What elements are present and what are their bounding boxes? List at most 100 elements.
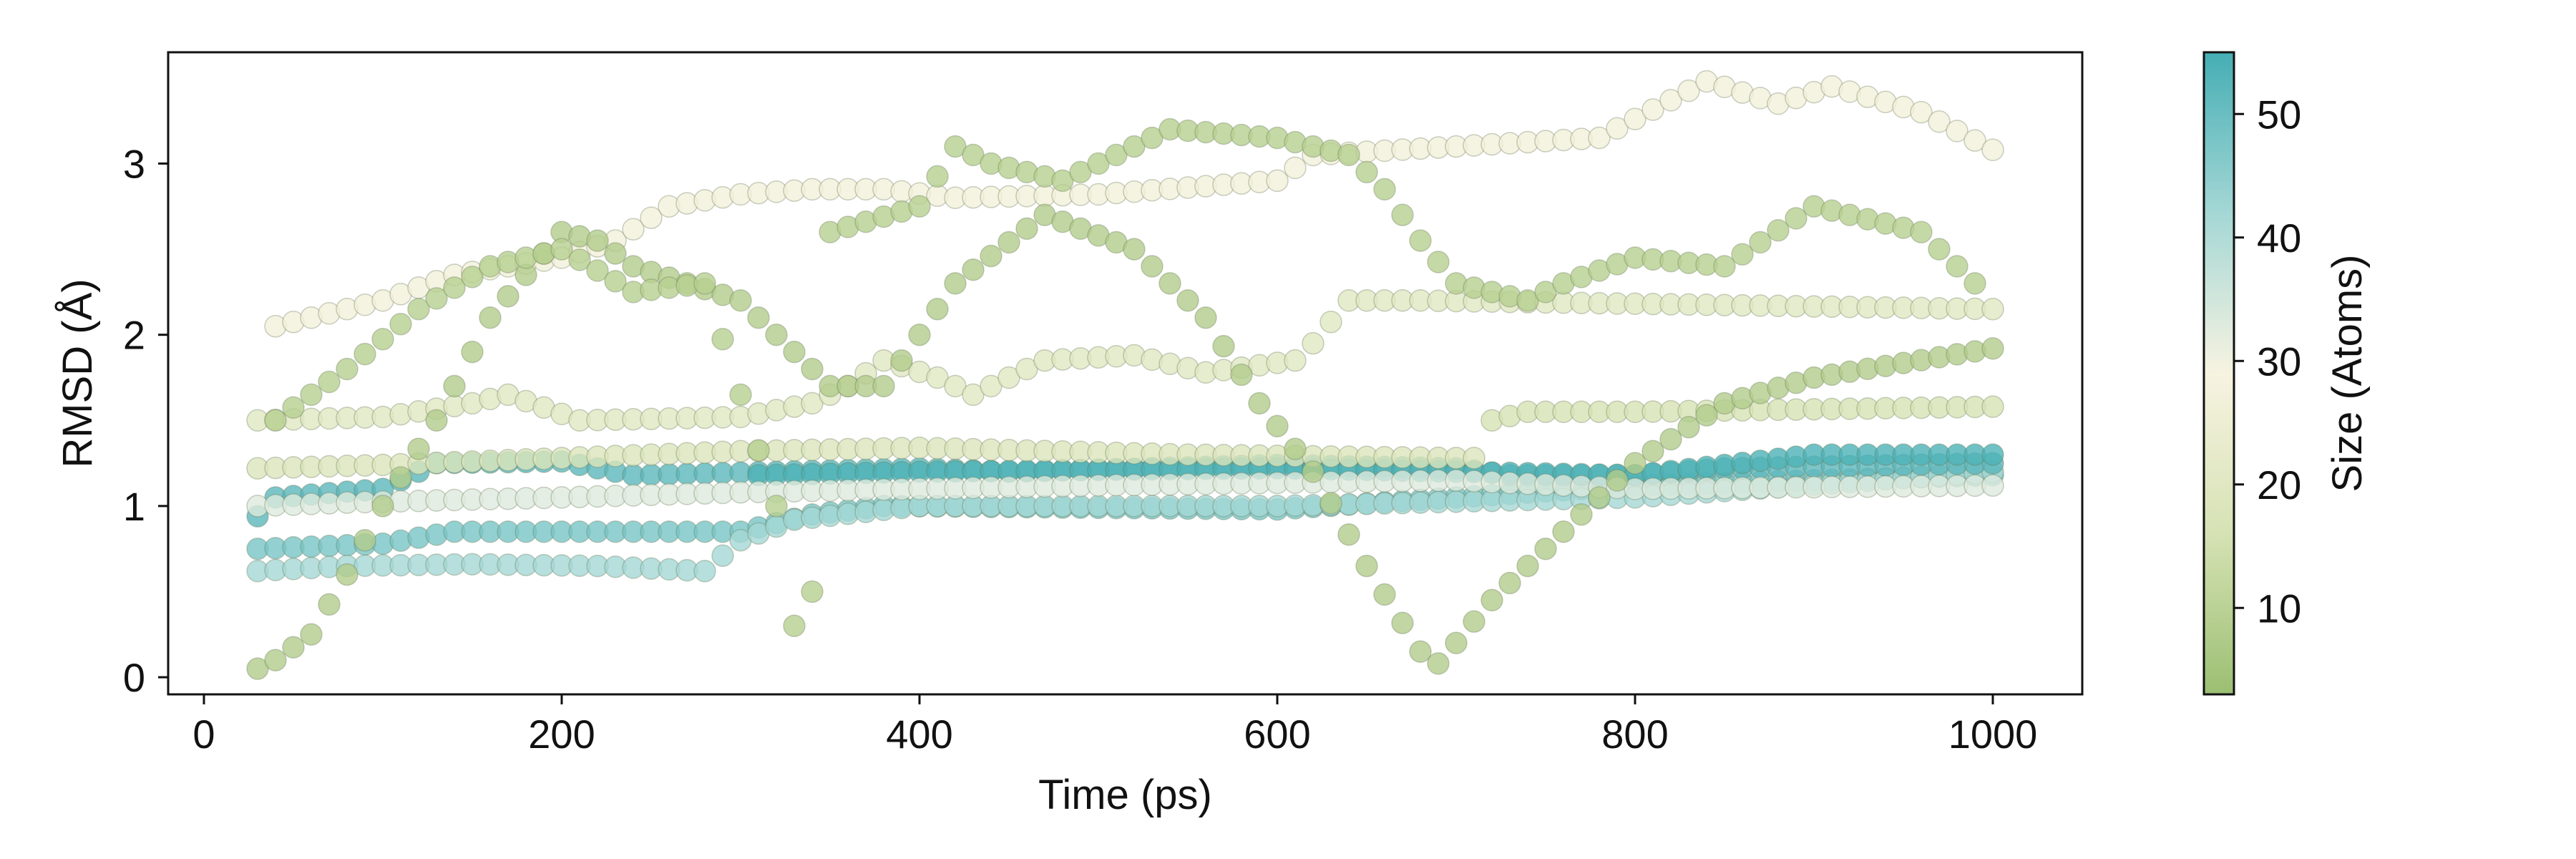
scatter-point <box>926 165 949 188</box>
scatter-point <box>908 323 931 346</box>
scatter-point <box>604 270 627 293</box>
scatter-point <box>550 238 573 261</box>
scatter-point <box>1534 537 1557 560</box>
scatter-point <box>1677 416 1700 439</box>
x-axis-label: Time (ps) <box>1038 772 1212 818</box>
scatter-point <box>1212 334 1235 358</box>
scatter-point <box>604 242 627 265</box>
scatter-point <box>425 409 448 432</box>
scatter-point <box>461 266 484 288</box>
scatter-point <box>1981 474 2004 497</box>
scatter-point <box>980 374 1002 398</box>
scatter-point <box>765 495 788 518</box>
scatter-point <box>801 357 824 381</box>
scatter-point <box>264 649 287 671</box>
scatter-point <box>336 563 358 586</box>
scatter-point <box>622 218 645 241</box>
scatter-point <box>1910 100 1933 124</box>
colorbar-label: Size (Atoms) <box>2324 255 2371 492</box>
scatter-point <box>1981 138 2004 162</box>
scatter-point <box>1516 289 1539 312</box>
scatter-point <box>1284 437 1307 460</box>
scatter-point <box>1284 349 1307 372</box>
scatter-point <box>1176 289 1199 312</box>
scatter-point <box>944 374 967 398</box>
scatter-point <box>479 306 502 329</box>
scatter-point <box>371 495 394 518</box>
scatter-point <box>1123 238 1146 261</box>
scatter-point <box>1337 143 1360 167</box>
scatter-point <box>1302 460 1324 483</box>
scatter-point <box>1981 395 2004 418</box>
series-7 <box>246 289 2004 432</box>
scatter-point <box>1570 503 1593 526</box>
scatter-point <box>1141 126 1163 150</box>
scatter-point <box>246 657 269 680</box>
scatter-point <box>1355 554 1378 578</box>
scatter-point <box>1463 610 1485 634</box>
scatter-point <box>1731 243 1754 266</box>
scatter-point <box>1069 160 1092 184</box>
scatter-point <box>640 206 663 229</box>
scatter-point <box>586 259 609 282</box>
scatter-point <box>693 560 716 583</box>
scatter-point <box>1373 178 1396 201</box>
scatter-point <box>729 383 752 407</box>
scatter-point <box>926 366 949 389</box>
scatter-point <box>1946 120 1968 142</box>
colorbar-tick-label: 40 <box>2257 215 2301 261</box>
scatter-point <box>425 287 448 310</box>
scatter-point <box>1659 427 1682 451</box>
scatter-point <box>389 466 412 489</box>
scatter-point <box>944 135 967 158</box>
scatter-point <box>1606 117 1629 140</box>
scatter-point <box>711 327 734 351</box>
x-tick-label: 200 <box>528 712 595 757</box>
scatter-point <box>353 528 376 552</box>
x-tick-label: 600 <box>1244 712 1310 757</box>
scatter-point <box>443 276 466 299</box>
scatter-point <box>1928 238 1951 261</box>
colorbar-bar <box>2202 51 2235 696</box>
scatter-point <box>1659 89 1682 112</box>
scatter-point <box>1123 135 1146 158</box>
scatter-point <box>1641 440 1664 463</box>
axes: 0 200 400 600 800 1000 0 1 2 3 <box>123 51 2084 757</box>
scatter-point <box>1677 79 1700 102</box>
scatter-point <box>1158 272 1181 295</box>
scatter-point <box>1588 486 1611 509</box>
scatter-point <box>1266 414 1289 438</box>
scatter-point <box>908 195 931 218</box>
scatter-point <box>1015 217 1038 241</box>
scatter-point <box>389 312 412 336</box>
scatter-point <box>282 636 305 659</box>
scatter-point <box>926 298 949 321</box>
scatter-point <box>1767 219 1790 242</box>
scatter-point <box>318 593 341 616</box>
scatter-point <box>765 323 788 346</box>
scatter-point <box>1230 363 1253 387</box>
scatter-point <box>1355 160 1378 184</box>
scatter-point <box>1391 203 1414 226</box>
scatter-point <box>1981 443 2004 466</box>
scatter-point <box>1319 492 1342 515</box>
colorbar-tick-label: 30 <box>2257 339 2301 384</box>
x-tick-label: 1000 <box>1948 712 2038 757</box>
scatter-point <box>801 580 824 603</box>
scatter-point <box>1302 331 1324 355</box>
scatter-point <box>318 370 341 394</box>
y-tick-label: 2 <box>123 313 145 358</box>
y-axis-label: RMSD (Å) <box>54 278 101 467</box>
scatter-point <box>1248 392 1271 415</box>
scatter-point <box>1749 230 1772 254</box>
scatter-point <box>1641 98 1664 121</box>
y-tick-label: 0 <box>123 655 145 700</box>
plot-area <box>246 69 2004 680</box>
colorbar-tick-label: 20 <box>2257 462 2301 508</box>
scatter-point <box>1624 107 1646 131</box>
scatter-point <box>407 298 430 321</box>
scatter-point <box>1534 281 1557 304</box>
scatter-point <box>1087 152 1110 175</box>
scatter-point <box>962 143 985 167</box>
scatter-point <box>1981 298 2004 321</box>
